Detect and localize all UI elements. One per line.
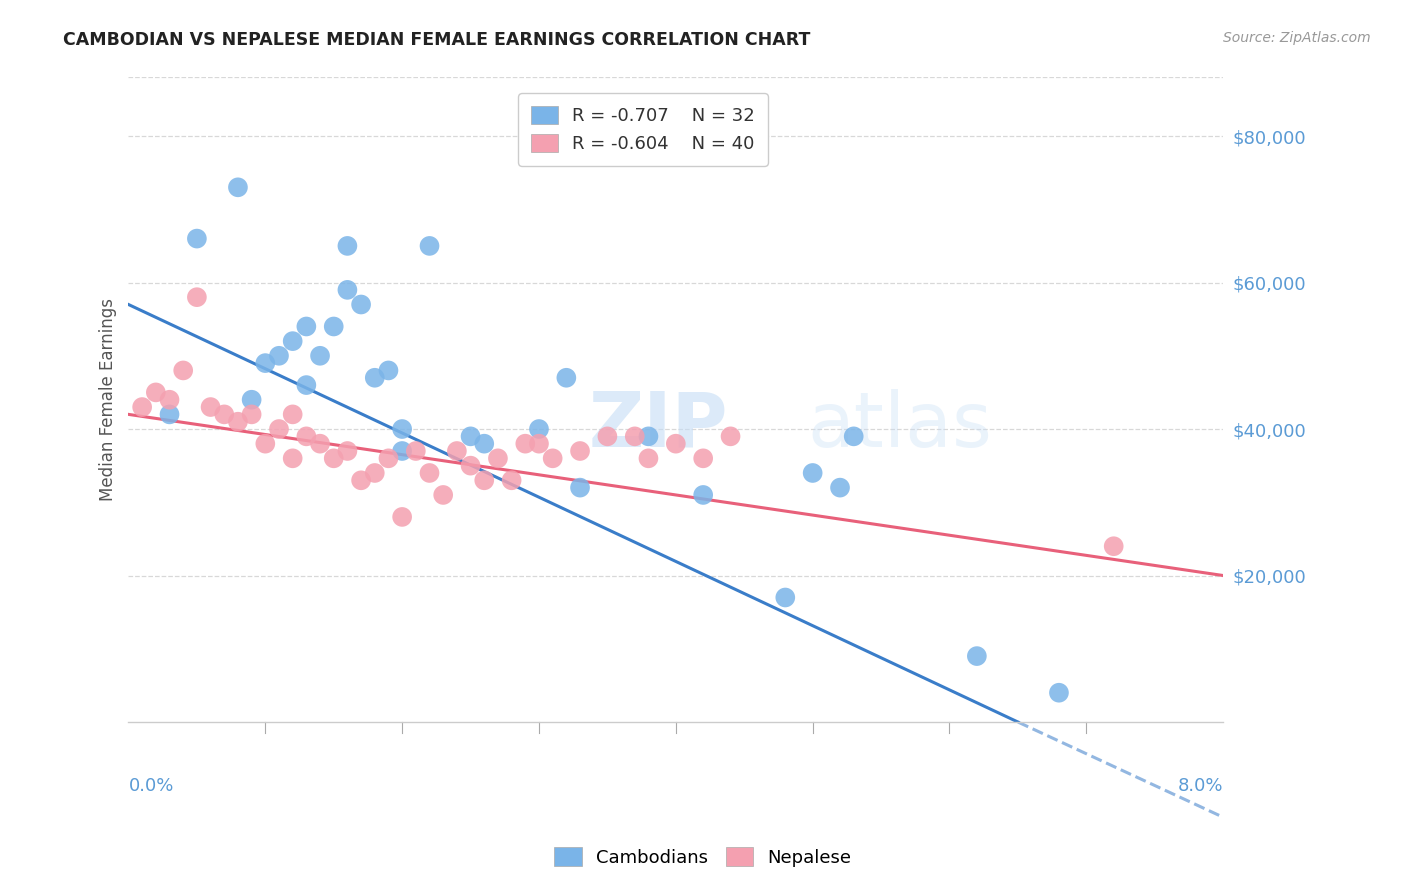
- Text: ZIP: ZIP: [588, 389, 728, 463]
- Point: [555, 370, 578, 384]
- Legend: Cambodians, Nepalese: Cambodians, Nepalese: [547, 840, 859, 874]
- Point: [828, 481, 851, 495]
- Point: [541, 451, 564, 466]
- Point: [322, 451, 344, 466]
- Point: [281, 408, 304, 422]
- Point: [145, 385, 167, 400]
- Point: [1047, 686, 1070, 700]
- Point: [596, 429, 619, 443]
- Point: [350, 297, 373, 311]
- Point: [391, 444, 413, 458]
- Point: [295, 319, 318, 334]
- Point: [254, 356, 277, 370]
- Point: [226, 180, 249, 194]
- Point: [186, 231, 208, 245]
- Point: [527, 422, 550, 436]
- Point: [418, 239, 440, 253]
- Point: [281, 334, 304, 348]
- Point: [254, 436, 277, 450]
- Point: [446, 444, 468, 458]
- Point: [692, 488, 714, 502]
- Point: [665, 436, 688, 450]
- Point: [569, 481, 592, 495]
- Point: [460, 429, 482, 443]
- Point: [377, 451, 399, 466]
- Point: [281, 451, 304, 466]
- Point: [309, 436, 332, 450]
- Point: [501, 473, 523, 487]
- Point: [842, 429, 865, 443]
- Point: [336, 444, 359, 458]
- Point: [240, 392, 263, 407]
- Point: [240, 408, 263, 422]
- Point: [336, 283, 359, 297]
- Point: [159, 408, 181, 422]
- Point: [460, 458, 482, 473]
- Point: [336, 239, 359, 253]
- Point: [309, 349, 332, 363]
- Point: [200, 400, 222, 414]
- Y-axis label: Median Female Earnings: Median Female Earnings: [100, 298, 117, 501]
- Point: [295, 378, 318, 392]
- Point: [186, 290, 208, 304]
- Text: 8.0%: 8.0%: [1178, 777, 1223, 795]
- Point: [720, 429, 742, 443]
- Point: [377, 363, 399, 377]
- Point: [350, 473, 373, 487]
- Point: [775, 591, 797, 605]
- Point: [322, 319, 344, 334]
- Point: [966, 649, 988, 664]
- Point: [623, 429, 645, 443]
- Point: [1102, 539, 1125, 553]
- Legend: R = -0.707    N = 32, R = -0.604    N = 40: R = -0.707 N = 32, R = -0.604 N = 40: [519, 93, 768, 166]
- Point: [405, 444, 427, 458]
- Point: [364, 370, 387, 384]
- Point: [267, 422, 290, 436]
- Point: [472, 473, 495, 487]
- Point: [432, 488, 454, 502]
- Text: 0.0%: 0.0%: [128, 777, 174, 795]
- Text: Source: ZipAtlas.com: Source: ZipAtlas.com: [1223, 31, 1371, 45]
- Point: [267, 349, 290, 363]
- Point: [515, 436, 537, 450]
- Point: [569, 444, 592, 458]
- Point: [801, 466, 824, 480]
- Point: [214, 408, 236, 422]
- Point: [295, 429, 318, 443]
- Point: [527, 436, 550, 450]
- Point: [159, 392, 181, 407]
- Point: [486, 451, 509, 466]
- Point: [472, 436, 495, 450]
- Point: [364, 466, 387, 480]
- Point: [172, 363, 194, 377]
- Point: [692, 451, 714, 466]
- Point: [637, 451, 659, 466]
- Point: [637, 429, 659, 443]
- Point: [391, 510, 413, 524]
- Point: [131, 400, 153, 414]
- Text: CAMBODIAN VS NEPALESE MEDIAN FEMALE EARNINGS CORRELATION CHART: CAMBODIAN VS NEPALESE MEDIAN FEMALE EARN…: [63, 31, 811, 49]
- Point: [391, 422, 413, 436]
- Point: [226, 415, 249, 429]
- Text: atlas: atlas: [807, 389, 993, 463]
- Point: [418, 466, 440, 480]
